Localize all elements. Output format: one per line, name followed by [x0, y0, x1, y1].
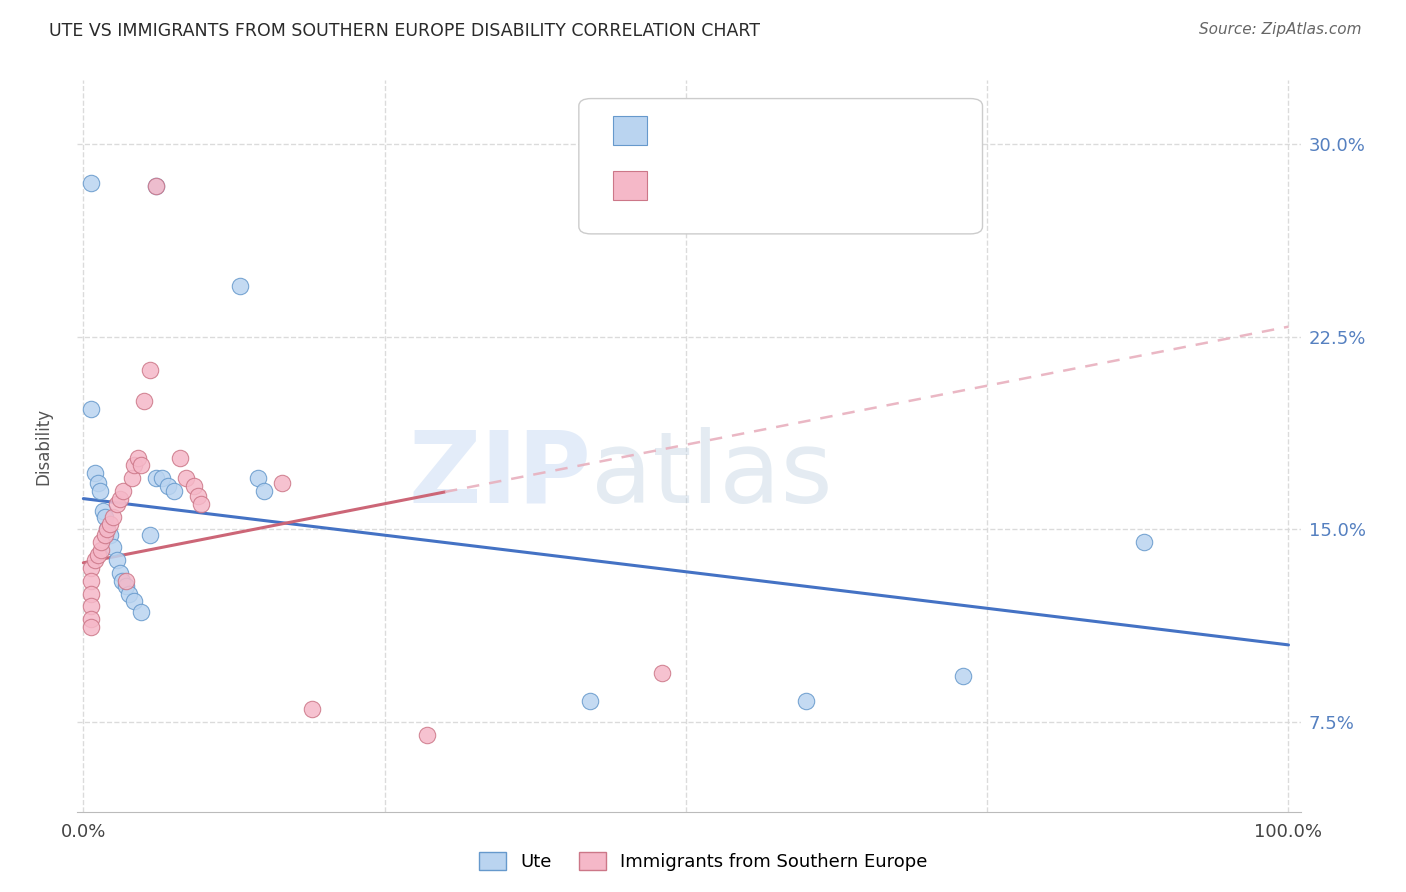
Point — [183, 479, 205, 493]
Point — [578, 694, 600, 708]
Point — [79, 401, 101, 416]
Point — [79, 586, 101, 600]
Point — [84, 466, 107, 480]
Point — [121, 471, 143, 485]
Point — [79, 612, 101, 626]
Point — [105, 553, 128, 567]
Point — [90, 543, 112, 558]
Point — [138, 363, 160, 377]
Point — [1133, 535, 1156, 549]
Point — [90, 535, 112, 549]
Point — [253, 483, 276, 498]
Point — [156, 479, 179, 493]
Point — [796, 694, 818, 708]
Point — [91, 504, 114, 518]
Point — [103, 541, 125, 555]
Point — [229, 278, 252, 293]
Point — [94, 509, 117, 524]
Point — [190, 497, 212, 511]
Point — [96, 523, 118, 537]
Text: atlas: atlas — [591, 426, 832, 524]
Point — [79, 561, 101, 575]
Point — [138, 527, 160, 541]
Y-axis label: Disability: Disability — [34, 408, 52, 484]
Point — [108, 566, 131, 580]
Text: 0.170: 0.170 — [725, 177, 797, 195]
Point — [79, 620, 101, 634]
Text: R =: R = — [666, 177, 707, 195]
Point — [145, 178, 167, 193]
Point — [145, 471, 167, 485]
FancyBboxPatch shape — [613, 116, 647, 145]
Text: -0.349: -0.349 — [725, 120, 793, 140]
Point — [416, 728, 439, 742]
Point — [174, 471, 197, 485]
Point — [96, 523, 118, 537]
Text: Source: ZipAtlas.com: Source: ZipAtlas.com — [1198, 22, 1361, 37]
Point — [129, 458, 152, 473]
Text: R =: R = — [666, 120, 707, 140]
Point — [84, 553, 107, 567]
Point — [105, 497, 128, 511]
Point — [118, 586, 141, 600]
FancyBboxPatch shape — [579, 98, 983, 234]
Text: N =: N = — [832, 177, 875, 195]
Point — [132, 394, 155, 409]
Point — [79, 599, 101, 614]
Point — [98, 517, 121, 532]
Point — [169, 450, 191, 465]
Point — [952, 669, 974, 683]
Point — [122, 594, 145, 608]
Text: 34: 34 — [884, 177, 911, 195]
Point — [187, 489, 209, 503]
Point — [87, 548, 110, 562]
Point — [103, 509, 125, 524]
Point — [108, 491, 131, 506]
Point — [651, 666, 673, 681]
Point — [127, 450, 149, 465]
Point — [98, 527, 121, 541]
Point — [150, 471, 173, 485]
Text: 30: 30 — [884, 120, 911, 140]
Text: N =: N = — [832, 120, 875, 140]
Point — [271, 476, 294, 491]
FancyBboxPatch shape — [613, 171, 647, 200]
Point — [114, 574, 136, 588]
Point — [94, 527, 117, 541]
Point — [301, 702, 323, 716]
Point — [122, 458, 145, 473]
Text: ZIP: ZIP — [408, 426, 591, 524]
Point — [79, 176, 101, 190]
Point — [89, 483, 111, 498]
Point — [247, 471, 270, 485]
Point — [163, 483, 186, 498]
Point — [129, 605, 152, 619]
Text: UTE VS IMMIGRANTS FROM SOUTHERN EUROPE DISABILITY CORRELATION CHART: UTE VS IMMIGRANTS FROM SOUTHERN EUROPE D… — [49, 22, 761, 40]
Point — [111, 574, 134, 588]
Point — [112, 483, 135, 498]
Legend: Ute, Immigrants from Southern Europe: Ute, Immigrants from Southern Europe — [471, 846, 935, 879]
Point — [79, 574, 101, 588]
Point — [87, 476, 110, 491]
Point — [114, 579, 136, 593]
Point — [145, 178, 167, 193]
